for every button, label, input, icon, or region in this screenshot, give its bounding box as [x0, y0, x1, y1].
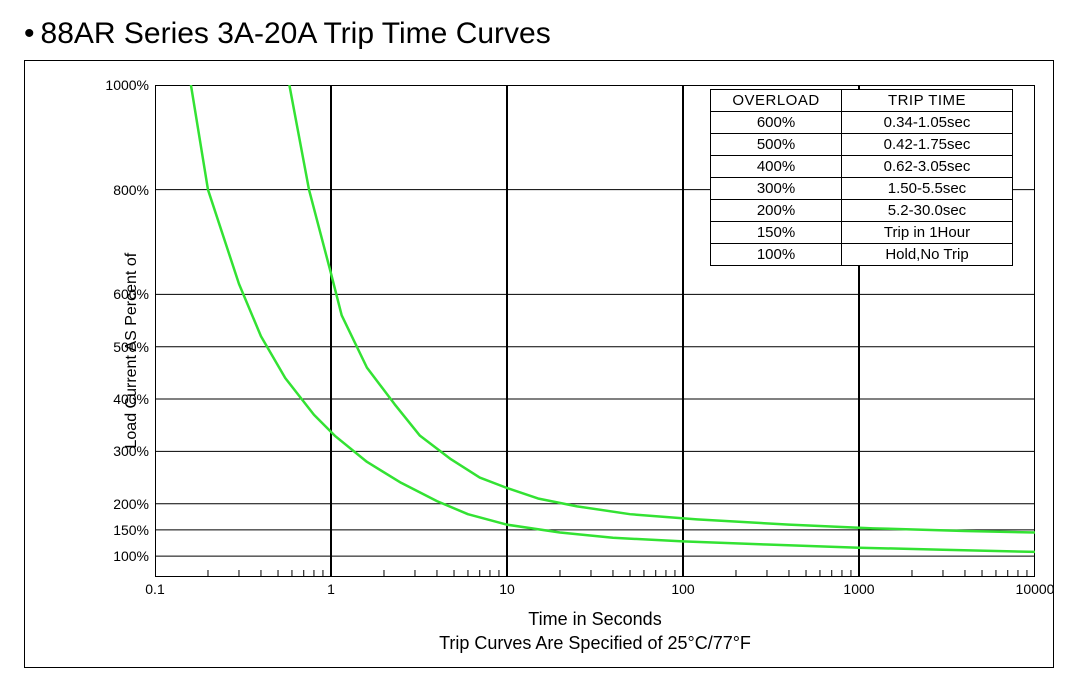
- table-cell-overload: 600%: [711, 112, 842, 134]
- trip-time-table: OVERLOAD TRIP TIME 600%0.34-1.05sec500%0…: [710, 89, 1013, 266]
- x-tick-label: 10: [499, 581, 515, 597]
- table-cell-overload: 300%: [711, 178, 842, 200]
- table-row: 500%0.42-1.75sec: [711, 134, 1013, 156]
- x-tick-label: 100: [671, 581, 694, 597]
- x-tick-label: 1000: [843, 581, 874, 597]
- table-cell-overload: 100%: [711, 244, 842, 266]
- table-cell-overload: 150%: [711, 222, 842, 244]
- table-cell-overload: 200%: [711, 200, 842, 222]
- table-row: 150%Trip in 1Hour: [711, 222, 1013, 244]
- table-cell-triptime: 1.50-5.5sec: [842, 178, 1013, 200]
- y-tick-label: 150%: [113, 522, 149, 538]
- table-cell-overload: 400%: [711, 156, 842, 178]
- table-cell-triptime: 0.34-1.05sec: [842, 112, 1013, 134]
- y-tick-label: 800%: [113, 182, 149, 198]
- table-cell-triptime: 0.42-1.75sec: [842, 134, 1013, 156]
- table-cell-triptime: 0.62-3.05sec: [842, 156, 1013, 178]
- table-cell-triptime: 5.2-30.0sec: [842, 200, 1013, 222]
- y-tick-label: 500%: [113, 339, 149, 355]
- table-header-triptime: TRIP TIME: [842, 90, 1013, 112]
- chart-frame: Load Current AS Percent of Circuit Break…: [24, 60, 1054, 668]
- table-row: 200%5.2-30.0sec: [711, 200, 1013, 222]
- x-tick-label: 10000: [1016, 581, 1055, 597]
- page-title: 88AR Series 3A-20A Trip Time Curves: [41, 18, 551, 50]
- table-row: 600%0.34-1.05sec: [711, 112, 1013, 134]
- chart-footnote: Trip Curves Are Specified of 25°C/77°F: [439, 633, 751, 654]
- table-cell-overload: 500%: [711, 134, 842, 156]
- table-cell-triptime: Hold,No Trip: [842, 244, 1013, 266]
- table-row: 400%0.62-3.05sec: [711, 156, 1013, 178]
- y-tick-label: 400%: [113, 391, 149, 407]
- y-tick-label: 200%: [113, 496, 149, 512]
- x-tick-label: 1: [327, 581, 335, 597]
- table-cell-triptime: Trip in 1Hour: [842, 222, 1013, 244]
- y-tick-label: 300%: [113, 443, 149, 459]
- x-tick-label: 0.1: [145, 581, 164, 597]
- table-row: 300%1.50-5.5sec: [711, 178, 1013, 200]
- page-title-row: • 88AR Series 3A-20A Trip Time Curves: [24, 18, 1056, 50]
- y-tick-label: 600%: [113, 286, 149, 302]
- table-row: 100%Hold,No Trip: [711, 244, 1013, 266]
- table-header-overload: OVERLOAD: [711, 90, 842, 112]
- x-axis-label: Time in Seconds: [528, 609, 661, 630]
- y-tick-label: 1000%: [105, 77, 149, 93]
- plot-area: 100%150%200%300%400%500%600%800%1000% 0.…: [155, 85, 1035, 577]
- bullet-icon: •: [24, 18, 35, 50]
- y-tick-label: 100%: [113, 548, 149, 564]
